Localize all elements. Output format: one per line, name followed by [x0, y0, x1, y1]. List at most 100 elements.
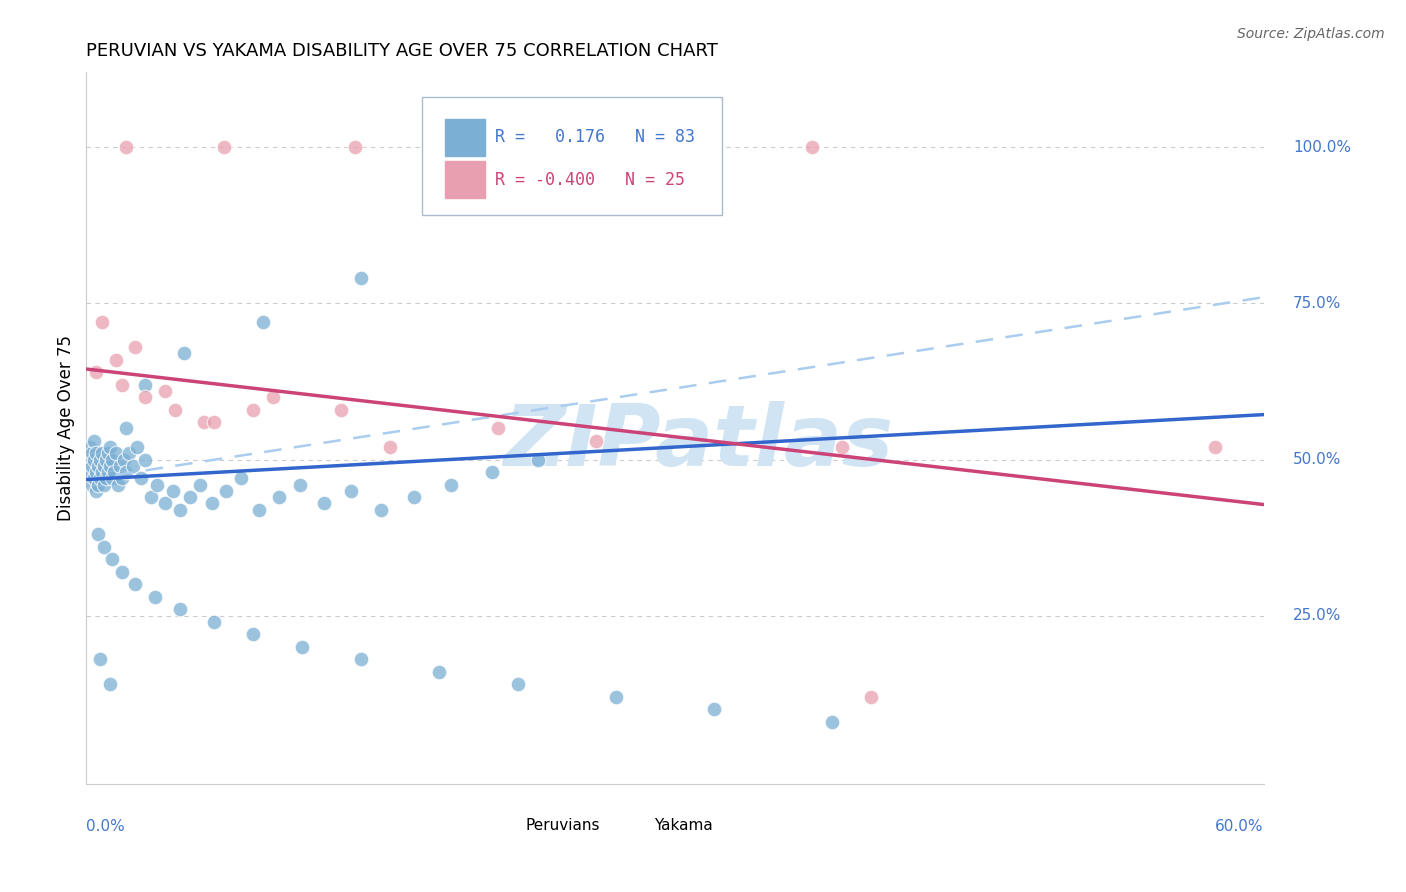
Point: [344, 140, 367, 154]
Text: Source: ZipAtlas.com: Source: ZipAtlas.com: [1237, 27, 1385, 41]
Point: [107, 477, 129, 491]
Point: [97, 446, 120, 460]
Point: [169, 502, 191, 516]
Point: [201, 496, 224, 510]
FancyBboxPatch shape: [494, 814, 522, 837]
Point: [93, 540, 115, 554]
Text: Peruvians: Peruvians: [526, 818, 600, 833]
Point: [87, 527, 110, 541]
Point: [98, 677, 121, 691]
Point: [84, 446, 107, 460]
Point: [173, 346, 195, 360]
Point: [110, 471, 132, 485]
Point: [481, 465, 503, 479]
Point: [103, 465, 125, 479]
Point: [153, 496, 176, 510]
Point: [585, 434, 607, 448]
Point: [110, 565, 132, 579]
Point: [214, 483, 236, 498]
Point: [84, 465, 107, 479]
Text: R = -0.400   N = 25: R = -0.400 N = 25: [495, 171, 685, 189]
Point: [97, 465, 120, 479]
Text: 50.0%: 50.0%: [1294, 452, 1341, 467]
Point: [82, 446, 104, 460]
Point: [821, 714, 844, 729]
Point: [1204, 440, 1226, 454]
Point: [330, 402, 353, 417]
Point: [114, 140, 136, 154]
Point: [801, 140, 824, 154]
Point: [89, 471, 111, 485]
Point: [380, 440, 402, 454]
Point: [129, 471, 152, 485]
Point: [252, 315, 274, 329]
Point: [108, 458, 131, 473]
Point: [93, 477, 115, 491]
Point: [134, 452, 156, 467]
Point: [202, 615, 225, 629]
Point: [288, 477, 311, 491]
Point: [114, 421, 136, 435]
Point: [526, 452, 548, 467]
Y-axis label: Disability Age Over 75: Disability Age Over 75: [58, 335, 75, 521]
Point: [231, 471, 253, 485]
Text: 75.0%: 75.0%: [1294, 296, 1341, 311]
Point: [267, 490, 290, 504]
Point: [202, 415, 225, 429]
Point: [605, 690, 627, 704]
Point: [134, 377, 156, 392]
Point: [98, 458, 121, 473]
Point: [77, 465, 100, 479]
Point: [169, 602, 191, 616]
Point: [101, 471, 124, 485]
Text: 60.0%: 60.0%: [1215, 819, 1264, 834]
Point: [114, 465, 136, 479]
Point: [98, 440, 121, 454]
Point: [79, 440, 101, 454]
Text: 0.0%: 0.0%: [86, 819, 125, 834]
FancyBboxPatch shape: [446, 161, 485, 198]
Point: [91, 315, 114, 329]
Point: [87, 458, 110, 473]
Point: [104, 446, 127, 460]
Point: [610, 140, 633, 154]
Point: [212, 140, 235, 154]
Point: [79, 452, 101, 467]
Text: R =   0.176   N = 83: R = 0.176 N = 83: [495, 128, 695, 146]
Point: [83, 452, 105, 467]
Text: Yakama: Yakama: [654, 818, 713, 833]
Point: [84, 365, 107, 379]
Point: [87, 477, 110, 491]
Text: 100.0%: 100.0%: [1294, 140, 1351, 155]
Point: [163, 402, 186, 417]
Point: [429, 665, 451, 679]
Point: [83, 471, 105, 485]
Point: [188, 477, 211, 491]
Point: [82, 458, 104, 473]
FancyBboxPatch shape: [621, 814, 650, 837]
Point: [193, 415, 215, 429]
Point: [247, 502, 270, 516]
Point: [340, 483, 363, 498]
Point: [110, 377, 132, 392]
Point: [350, 271, 373, 285]
Point: [162, 483, 184, 498]
Point: [101, 552, 124, 566]
Point: [84, 483, 107, 498]
Point: [506, 677, 529, 691]
Point: [124, 577, 146, 591]
Text: ZIPatlas: ZIPatlas: [503, 401, 894, 484]
Point: [83, 434, 105, 448]
Point: [134, 390, 156, 404]
Point: [146, 477, 169, 491]
Point: [89, 652, 111, 666]
Text: PERUVIAN VS YAKAMA DISABILITY AGE OVER 75 CORRELATION CHART: PERUVIAN VS YAKAMA DISABILITY AGE OVER 7…: [86, 42, 718, 60]
Point: [139, 490, 162, 504]
Point: [118, 446, 141, 460]
Point: [402, 490, 425, 504]
Point: [104, 352, 127, 367]
Point: [350, 652, 373, 666]
Point: [91, 465, 114, 479]
Point: [262, 390, 284, 404]
Point: [440, 477, 463, 491]
